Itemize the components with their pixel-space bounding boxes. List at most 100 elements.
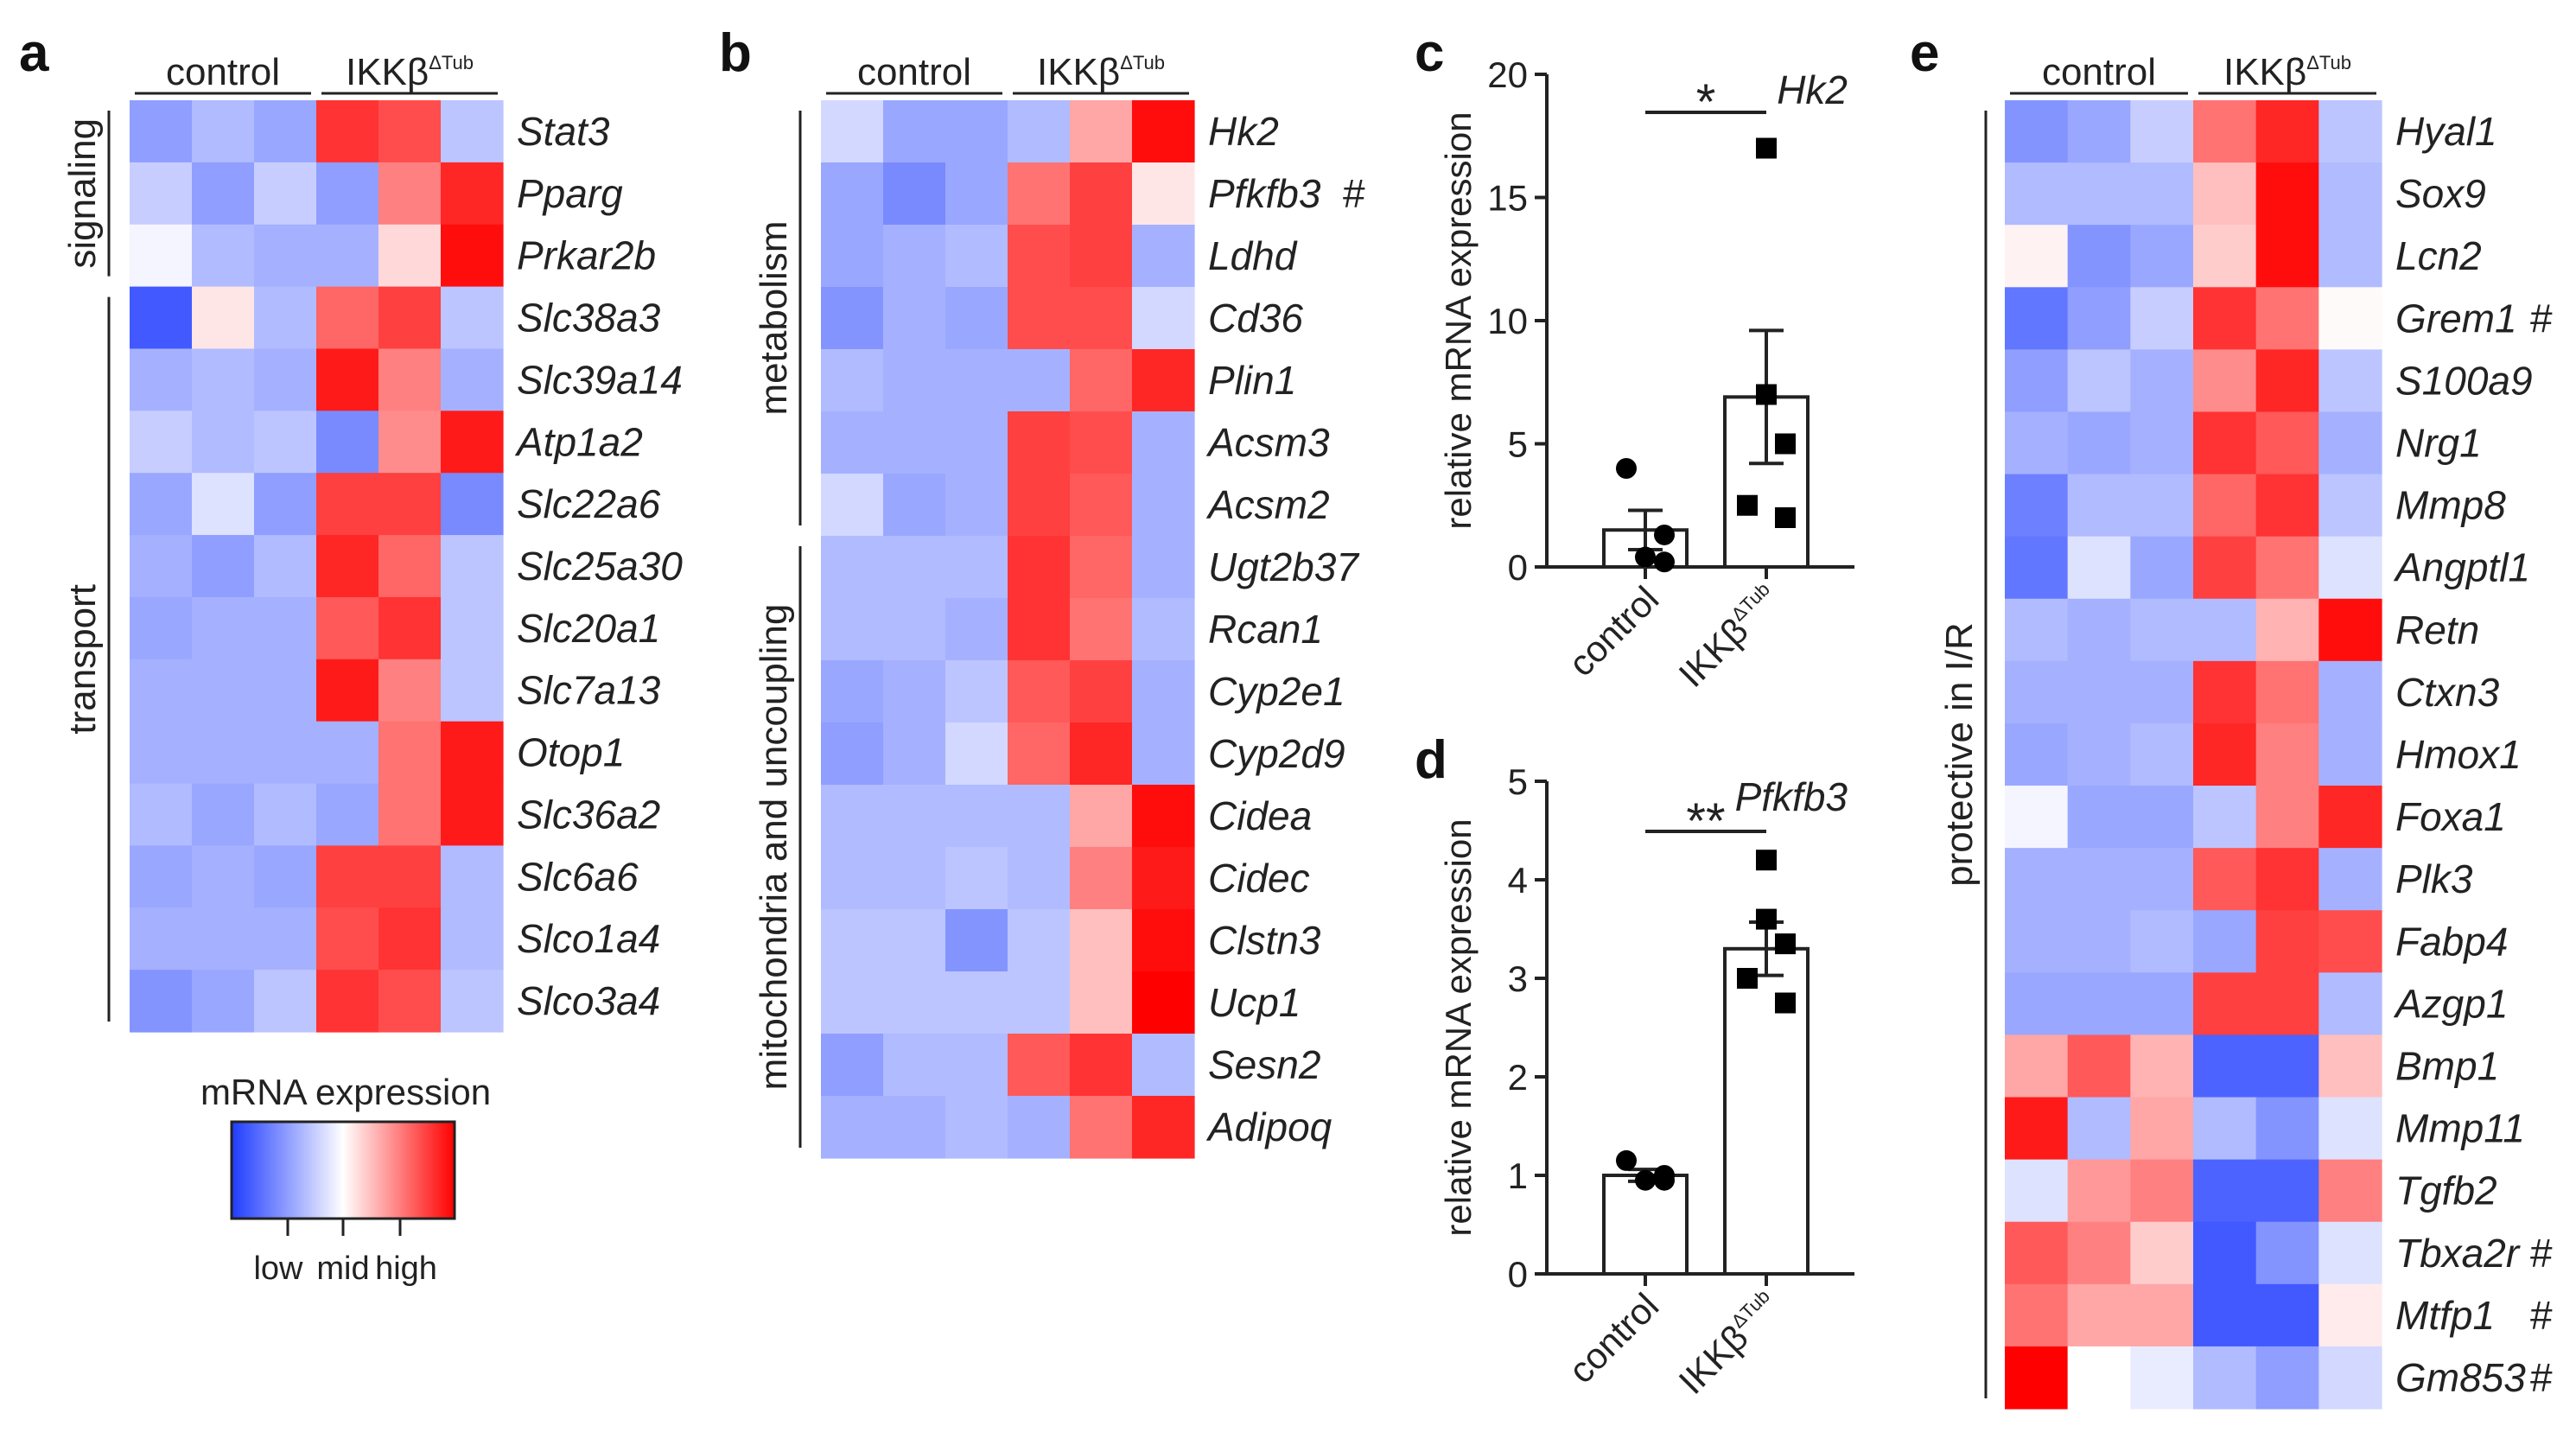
heatmap-cell-e-Ctxn3-0	[2005, 660, 2069, 724]
heatmap-cell-e-Mmp8-5	[2318, 474, 2382, 538]
heatmap-cell-b-Acsm3-0	[821, 411, 884, 474]
heatmap-cell-e-Plk3-2	[2130, 848, 2194, 911]
heatmap-cell-b-Cd36-1	[883, 287, 946, 350]
gene-label-Pparg: Pparg	[517, 171, 623, 216]
heatmap-cell-b-Cidea-0	[821, 785, 884, 848]
heatmap-cell-e-Sox9-2	[2130, 162, 2194, 226]
panel-label-a: a	[19, 23, 49, 83]
heatmap-cell-b-Acsm3-2	[945, 411, 1008, 474]
gene-label-Slc7a13: Slc7a13	[517, 668, 661, 713]
gene-label-Sesn2: Sesn2	[1208, 1042, 1320, 1087]
heatmap-cell-e-S100a9-3	[2193, 349, 2257, 413]
heatmap-cell-a-Slc20a1-2	[254, 596, 317, 660]
heatmap-cell-e-Mtfp1-2	[2130, 1283, 2194, 1347]
y-tick-label-d-5: 5	[1508, 761, 1528, 802]
heatmap-cell-e-Sox9-3	[2193, 162, 2257, 226]
heatmap-cell-e-Lcn2-0	[2005, 225, 2069, 288]
heatmap-cell-a-Stat3-0	[130, 100, 193, 163]
group-superscript-e-1: ΔTub	[2306, 52, 2351, 73]
gene-label-Sox9: Sox9	[2395, 171, 2486, 216]
gene-label-Mmp11: Mmp11	[2395, 1106, 2525, 1151]
heatmap-cell-e-Tgfb2-3	[2193, 1159, 2257, 1223]
heatmap-cell-b-Ugt2b37-2	[945, 536, 1008, 599]
heatmap-cell-b-Adipoq-3	[1008, 1096, 1071, 1159]
heatmap-b: control IKKβΔTub Hk2 Pfkfb3 # Ldhd Cd36 Plin1 Ac…	[753, 51, 1365, 1159]
gene-label-Gm853: Gm853	[2395, 1355, 2526, 1400]
heatmap-cell-e-Lcn2-5	[2318, 225, 2382, 288]
gene-label-Tbxa2r: Tbxa2r	[2395, 1231, 2521, 1276]
heatmap-cell-a-Slc38a3-1	[192, 286, 255, 350]
gene-label-Cidea: Cidea	[1208, 793, 1312, 838]
heatmap-cell-e-Mmp8-1	[2067, 474, 2131, 538]
heatmap-cell-b-Hk2-3	[1008, 100, 1071, 163]
data-point-d-0-2	[1635, 1169, 1656, 1191]
gene-label-Slc36a2: Slc36a2	[517, 792, 660, 837]
gene-label-Slc25a30: Slc25a30	[517, 544, 683, 589]
heatmap-cell-a-Slco3a4-1	[192, 970, 255, 1033]
heatmap-cell-b-Cidea-3	[1008, 785, 1071, 848]
heatmap-cell-b-Rcan1-2	[945, 598, 1008, 661]
data-point-d-1-3	[1737, 968, 1758, 989]
heatmap-cell-b-Cidec-0	[821, 847, 884, 910]
gene-label-Cd36: Cd36	[1208, 296, 1303, 341]
heatmap-cell-a-Stat3-1	[192, 100, 255, 163]
heatmap-cell-a-Slc38a3-2	[254, 286, 317, 350]
heatmap-cell-e-Bmp1-0	[2005, 1034, 2069, 1098]
gene-label-Acsm2: Acsm2	[1205, 482, 1330, 527]
y-tick-label-c-15: 15	[1487, 178, 1528, 219]
gene-label-Acsm3: Acsm3	[1205, 420, 1330, 465]
heatmap-a: control IKKβΔTub Stat3 Pparg Prkar2b Slc38a3 S…	[61, 51, 683, 1033]
heatmap-cell-b-Acsm3-3	[1008, 411, 1071, 474]
heatmap-cell-e-S100a9-5	[2318, 349, 2382, 413]
heatmap-cell-b-Ucp1-2	[945, 971, 1008, 1034]
gene-label-Nrg1: Nrg1	[2395, 421, 2482, 466]
heatmap-cell-a-Otop1-4	[378, 721, 442, 785]
chart-gene-title-c: Hk2	[1777, 67, 1848, 112]
heatmap-cell-a-Slc6a6-2	[254, 845, 317, 908]
heatmap-cell-e-Mmp11-3	[2193, 1097, 2257, 1161]
heatmap-cell-a-Slc39a14-5	[441, 348, 504, 411]
heatmap-cell-b-Adipoq-4	[1070, 1096, 1133, 1159]
legend-label-mid: mid	[316, 1251, 369, 1287]
heatmap-cell-a-Slc39a14-4	[378, 348, 442, 411]
heatmap-cell-e-Foxa1-4	[2255, 786, 2319, 849]
heatmap-cell-b-Acsm3-1	[883, 411, 946, 474]
heatmap-cell-e-Nrg1-3	[2193, 411, 2257, 475]
heatmap-cell-a-Slc7a13-0	[130, 659, 193, 722]
heatmap-cell-e-Tgfb2-0	[2005, 1159, 2069, 1223]
heatmap-cell-a-Slco1a4-0	[130, 907, 193, 971]
heatmap-cell-e-Hyal1-5	[2318, 100, 2382, 163]
heatmap-cell-e-Nrg1-5	[2318, 411, 2382, 475]
heatmap-cell-a-Slco3a4-2	[254, 970, 317, 1033]
gene-label-Hk2: Hk2	[1208, 109, 1279, 154]
heatmap-cell-b-Plin1-5	[1132, 349, 1195, 412]
heatmap-cell-b-Cyp2e1-2	[945, 660, 1008, 723]
heatmap-cell-a-Slc25a30-5	[441, 535, 504, 598]
heatmap-cell-b-Cd36-5	[1132, 287, 1195, 350]
heatmap-cell-b-Cidea-1	[883, 785, 946, 848]
heatmap-cell-b-Sesn2-4	[1070, 1034, 1133, 1097]
heatmap-cell-e-Tbxa2r-1	[2067, 1221, 2131, 1285]
heatmap-cell-b-Ldhd-0	[821, 225, 884, 288]
heatmap-cell-b-Clstn3-0	[821, 909, 884, 972]
heatmap-cell-e-Ctxn3-5	[2318, 660, 2382, 724]
category-label-e-0: protective in I/R	[1938, 622, 1981, 887]
heatmap-cell-e-Hmox1-2	[2130, 722, 2194, 786]
gene-label-Slc38a3: Slc38a3	[517, 296, 661, 341]
panel-label-b: b	[719, 23, 752, 83]
heatmap-cell-a-Slc6a6-3	[316, 845, 379, 908]
heatmap-cell-b-Pfkfb3-0	[821, 162, 884, 226]
heatmap-cell-e-Angptl1-5	[2318, 536, 2382, 600]
heatmap-cell-e-Tbxa2r-5	[2318, 1221, 2382, 1285]
x-tick-label-c-1: IKKβΔTub	[1671, 578, 1788, 695]
heatmap-cell-b-Sesn2-3	[1008, 1034, 1071, 1097]
heatmap-cell-e-Grem1-5	[2318, 287, 2382, 350]
group-header-e-0: control	[2042, 51, 2156, 93]
heatmap-cell-a-Stat3-2	[254, 100, 317, 163]
heatmap-cell-b-Ugt2b37-1	[883, 536, 946, 599]
heatmap-cell-b-Sesn2-2	[945, 1034, 1008, 1097]
heatmap-cell-b-Acsm3-5	[1132, 411, 1195, 474]
heatmap-cell-b-Acsm2-0	[821, 474, 884, 537]
heatmap-cell-e-Bmp1-3	[2193, 1034, 2257, 1098]
heatmap-cell-e-Ctxn3-2	[2130, 660, 2194, 724]
